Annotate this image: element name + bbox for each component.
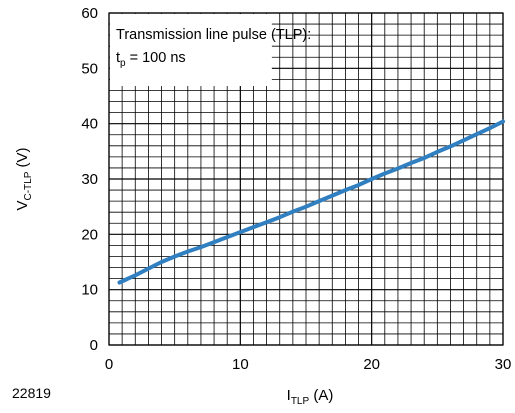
x-axis-label-unit: (A): [309, 387, 333, 404]
x-axis-label: ITLP (A): [287, 387, 334, 407]
plot-frame: [108, 12, 504, 346]
x-tick-label: 20: [363, 356, 380, 373]
y-axis-label-subscript: C-TLP: [23, 171, 34, 200]
annotation-background: [110, 14, 272, 87]
y-tick-label: 60: [81, 5, 98, 22]
y-tick-label: 20: [81, 226, 98, 243]
y-tick-label: 30: [81, 171, 98, 188]
y-tick-label: 10: [81, 282, 98, 299]
figure-id: 22819: [12, 385, 51, 401]
x-tick-label: 30: [495, 356, 512, 373]
y-tick-label: 0: [90, 337, 98, 354]
x-tick-label: 10: [232, 356, 249, 373]
y-axis-label: VC-TLP (V): [14, 147, 34, 210]
y-tick-label: 50: [81, 60, 98, 77]
annotation-tp-main: t: [116, 50, 120, 66]
annotation-tp-subscript: p: [120, 58, 126, 69]
y-axis-label-main: V: [14, 201, 31, 211]
series-line: [117, 119, 505, 285]
tick-labels: 0 10 20 30 0 10 20 30 40 50 60: [81, 5, 511, 373]
annotation-box: Transmission line pulse (TLP): tp = 100 …: [110, 14, 311, 87]
annotation-line-1: Transmission line pulse (TLP):: [116, 27, 311, 43]
y-axis-label-unit: (V): [14, 147, 31, 171]
y-tick-label: 40: [81, 116, 98, 133]
x-axis-label-subscript: TLP: [291, 396, 310, 407]
annotation-line-2: tp = 100 ns: [116, 50, 186, 69]
annotation-tp-value: = 100 ns: [126, 50, 186, 66]
x-tick-label: 0: [105, 356, 113, 373]
x-axis-label-main: I: [287, 387, 291, 404]
